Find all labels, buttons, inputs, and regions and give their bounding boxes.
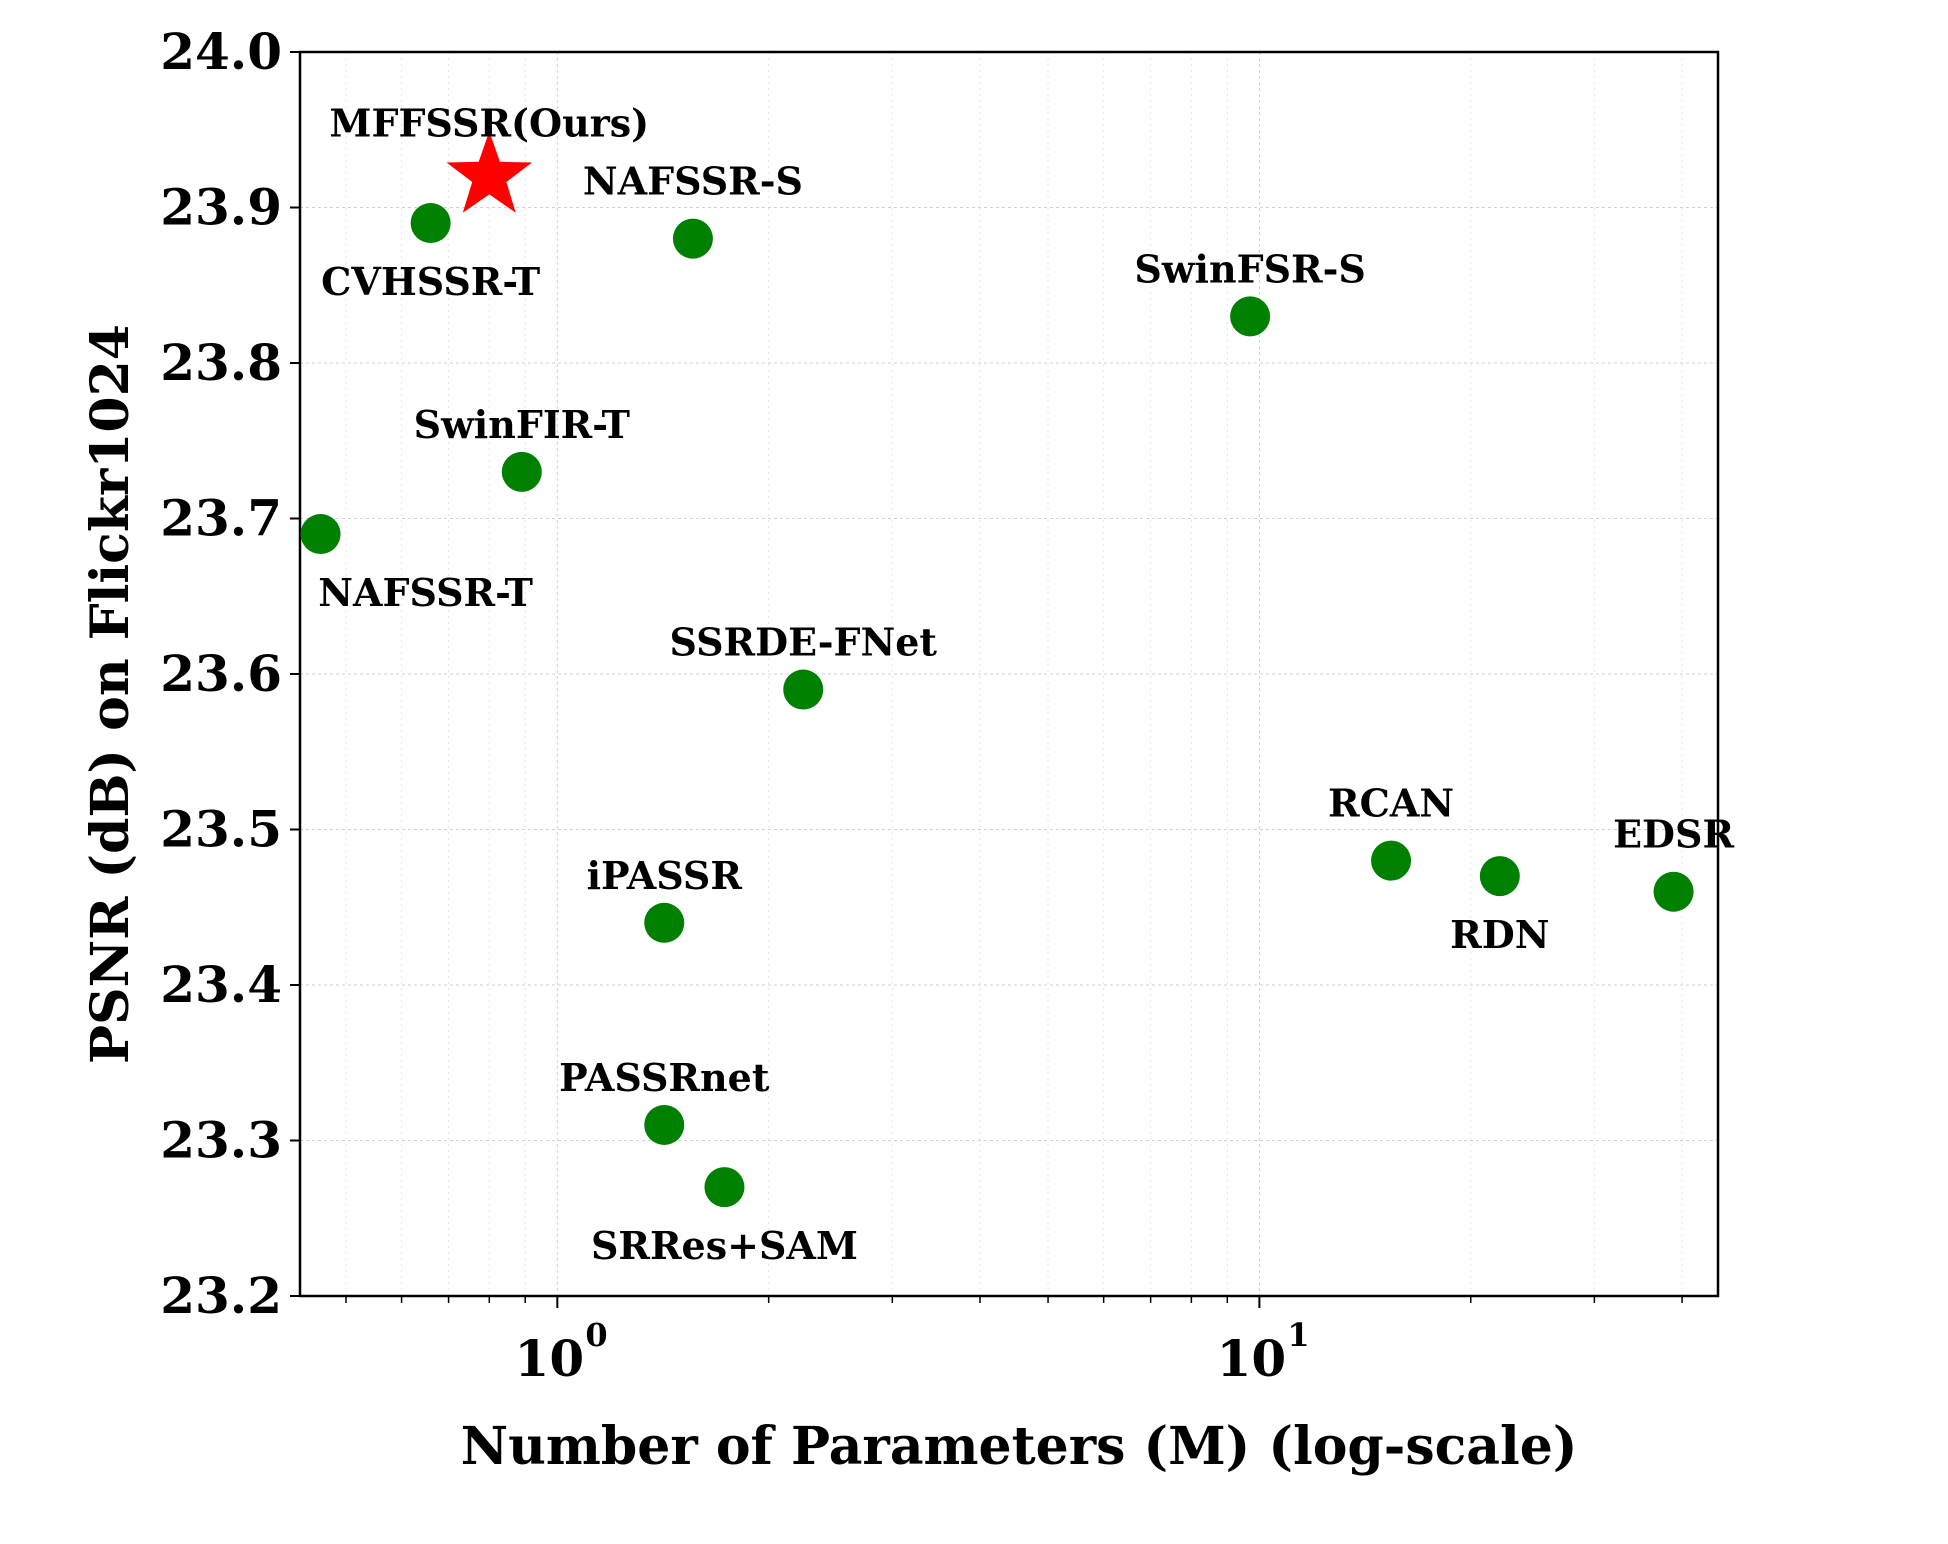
point-label: EDSR [1613,812,1734,857]
point-edsr: EDSR [1613,812,1734,912]
point-label: MFFSSR(Ours) [329,100,649,145]
point-label: SwinFSR-S [1134,246,1365,291]
grid-lines [300,51,1718,1297]
y-tick-label: 24.0 [160,22,282,81]
star-marker [446,131,533,213]
circle-marker [783,669,824,710]
point-label: CVHSSR-T [321,259,540,304]
point-rcan: RCAN [1328,781,1454,881]
y-tick-label: 23.6 [160,644,282,703]
x-axis-label: Number of Parameters (M) (log-scale) [461,1416,1578,1477]
point-cvhssr-t: CVHSSR-T [321,203,540,304]
y-tick-label: 23.4 [160,955,282,1014]
y-tick-label: 23.9 [160,178,282,237]
circle-marker [644,902,685,943]
point-swinfsr-s: SwinFSR-S [1134,246,1366,337]
circle-marker [1230,296,1271,337]
point-label: NAFSSR-T [318,570,533,615]
x-tick-exponent: 1 [1287,1316,1309,1354]
y-tick-label: 23.3 [160,1111,282,1170]
x-tick-label: 10 0 [515,1316,608,1388]
point-label: RDN [1450,912,1549,957]
point-swinfir-t: SwinFIR-T [414,402,630,492]
point-label: SwinFIR-T [414,402,630,447]
x-tick-base: 10 [515,1329,585,1388]
point-ssrde-fnet: SSRDE-FNet [669,620,937,710]
y-tick-label: 23.2 [160,1266,282,1325]
point-label: SRRes+SAM [591,1223,858,1268]
circle-marker [1371,840,1412,881]
point-nafssr-s: NAFSSR-S [583,159,803,259]
y-axis-ticks: 23.2 23.3 23.4 23.5 23.6 23.7 23.8 23.9 24.0 [160,22,300,1325]
x-tick-label: 10 1 [1217,1316,1310,1388]
circle-marker [1653,871,1694,912]
circle-marker [644,1104,685,1145]
circle-marker [1479,856,1520,897]
y-tick-label: 23.7 [160,489,282,548]
circle-marker [300,514,341,555]
circle-marker [501,451,542,492]
point-ipassr: iPASSR [587,853,743,943]
point-label: NAFSSR-S [583,159,803,204]
point-rdn: RDN [1450,856,1549,957]
x-tick-base: 10 [1217,1329,1287,1388]
x-tick-exponent: 0 [585,1316,607,1354]
circle-marker [410,203,451,244]
circle-marker [672,218,713,259]
x-axis-ticks: 10 0 10 1 [515,1296,1310,1388]
point-nafssr-t: NAFSSR-T [300,514,533,615]
circle-marker [704,1167,745,1208]
point-label: SSRDE-FNet [669,620,937,665]
point-srres-sam: SRRes+SAM [591,1167,858,1268]
point-mffssr-ours: MFFSSR(Ours) [329,100,649,213]
point-label: PASSRnet [559,1055,770,1100]
point-label: iPASSR [587,853,743,898]
y-tick-label: 23.5 [160,800,282,859]
point-passrnet: PASSRnet [559,1055,770,1145]
point-label: RCAN [1328,781,1454,826]
y-axis-label: PSNR (dB) on Flickr1024 [80,324,141,1064]
data-points: MFFSSR(Ours) CVHSSR-T NAFSSR-S SwinFSR-S Swi… [300,100,1734,1268]
y-tick-label: 23.8 [160,333,282,392]
